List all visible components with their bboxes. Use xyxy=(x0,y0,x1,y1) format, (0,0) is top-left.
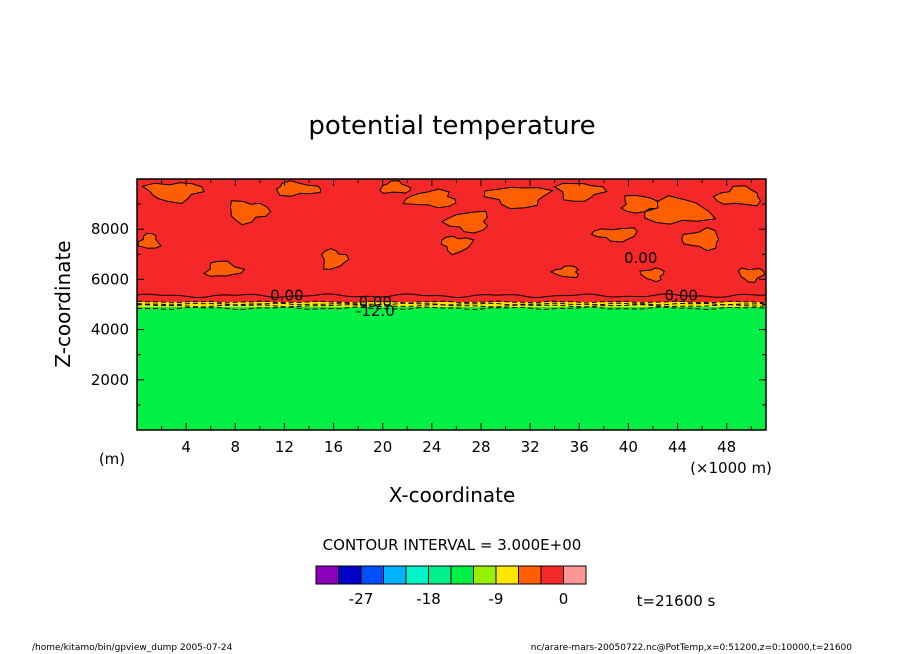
warm-patch-16 xyxy=(137,232,162,249)
colorbar-cell-6 xyxy=(450,565,474,585)
colorbar-cell-9 xyxy=(518,565,542,585)
x-tick-label-4: 20 xyxy=(373,438,392,456)
colorbar-tick-label-3: 0 xyxy=(559,590,569,608)
colorbar-tick-label-1: -18 xyxy=(416,590,441,608)
warm-patch-4 xyxy=(402,188,457,209)
colorbar-cell-8 xyxy=(495,565,519,585)
contour-neg-6 xyxy=(137,302,766,306)
x-tick-label-3: 16 xyxy=(324,438,343,456)
x-tick-label-10: 44 xyxy=(668,438,687,456)
warm-patch-14 xyxy=(320,248,350,270)
y-tick-label-3: 8000 xyxy=(91,220,129,238)
colorbar xyxy=(315,565,587,585)
contour-zero xyxy=(137,293,766,299)
warm-patch-15 xyxy=(202,260,246,277)
y-tick-label-2: 6000 xyxy=(91,270,129,288)
y-axis: 2000 4000 6000 8000 xyxy=(91,203,766,406)
x-tick-label-2: 12 xyxy=(275,438,294,456)
contour-interval: CONTOUR INTERVAL = 3.000E+00 xyxy=(323,536,582,554)
x-tick-label-9: 40 xyxy=(619,438,638,456)
x-tick-label-11: 48 xyxy=(717,438,736,456)
y-tick-label-1: 4000 xyxy=(91,321,129,339)
x-axis-label: X-coordinate xyxy=(389,483,516,507)
colorbar-tick-label-0: -27 xyxy=(349,590,374,608)
region-2 xyxy=(137,307,766,430)
y-axis-label: Z-coordinate xyxy=(51,240,75,367)
colorbar-cell-4 xyxy=(405,565,429,585)
contour-neg-9 xyxy=(137,304,766,308)
footer-left: /home/kitamo/bin/gpview_dump 2005-07-24 xyxy=(32,643,233,653)
colorbar-cell-0 xyxy=(315,565,339,585)
x-tick-label-7: 32 xyxy=(521,438,540,456)
colorbar-cell-11 xyxy=(563,565,587,585)
colorbar-tick-label-2: -9 xyxy=(489,590,504,608)
x-tick-label-1: 8 xyxy=(231,438,241,456)
warm-patches xyxy=(137,180,766,283)
contour-label-4: -12.0 xyxy=(356,302,395,320)
y-tick-label-0: 2000 xyxy=(91,371,129,389)
colorbar-cell-3 xyxy=(383,565,407,585)
warm-patch-2 xyxy=(275,180,322,197)
colorbar-cell-7 xyxy=(473,565,497,585)
contour-lines xyxy=(137,293,766,311)
warm-patch-19 xyxy=(737,267,766,283)
x-axis-unit: (×1000 m) xyxy=(690,459,772,477)
contour-labels: 0.00 0.000.000.00-12.0 xyxy=(270,249,698,320)
warm-patch-9 xyxy=(644,195,717,225)
x-tick-label-6: 28 xyxy=(471,438,490,456)
warm-patch-12 xyxy=(590,227,638,243)
warm-patch-13 xyxy=(440,235,475,256)
contour-label-0: 0.00 xyxy=(270,287,303,305)
colorbar-cell-10 xyxy=(540,565,564,585)
x-axis: 4 8 12 16 20 24 28 32 36 40 44 48 xyxy=(161,179,752,456)
warm-patch-6 xyxy=(483,186,555,210)
colorbar-cell-1 xyxy=(338,565,362,585)
colorbar-cell-5 xyxy=(428,565,452,585)
x-tick-label-5: 24 xyxy=(422,438,441,456)
colorbar-cell-2 xyxy=(360,565,384,585)
time-stamp: t=21600 s xyxy=(637,592,716,610)
warm-patch-1 xyxy=(229,200,272,226)
colorbar-tick-labels: -27 -18 -9 0 xyxy=(349,590,569,608)
contour-label-1: 0.00 xyxy=(665,287,698,305)
chart-title: potential temperature xyxy=(308,111,595,141)
contour-neg-3 xyxy=(137,300,766,304)
y-axis-unit: (m) xyxy=(99,450,125,468)
warm-patch-10 xyxy=(712,185,762,207)
warm-patch-5 xyxy=(440,210,489,234)
warm-patch-7 xyxy=(553,182,608,202)
plot-area xyxy=(137,179,766,430)
x-tick-label-8: 36 xyxy=(570,438,589,456)
warm-patch-0 xyxy=(141,182,205,205)
contour-neg-12 xyxy=(137,306,766,311)
warm-patch-8 xyxy=(620,194,667,214)
warm-patch-11 xyxy=(681,227,720,252)
footer-right: nc/arare-mars-20050722.nc@PotTemp,x=0:51… xyxy=(531,643,853,653)
x-tick-label-0: 4 xyxy=(181,438,191,456)
warm-patch-17 xyxy=(549,265,579,279)
warm-patch-3 xyxy=(379,180,412,194)
contour-label-2: 0.00 xyxy=(624,249,657,267)
contour-label-3: 0.00 xyxy=(359,293,392,311)
warm-patch-18 xyxy=(639,267,665,283)
